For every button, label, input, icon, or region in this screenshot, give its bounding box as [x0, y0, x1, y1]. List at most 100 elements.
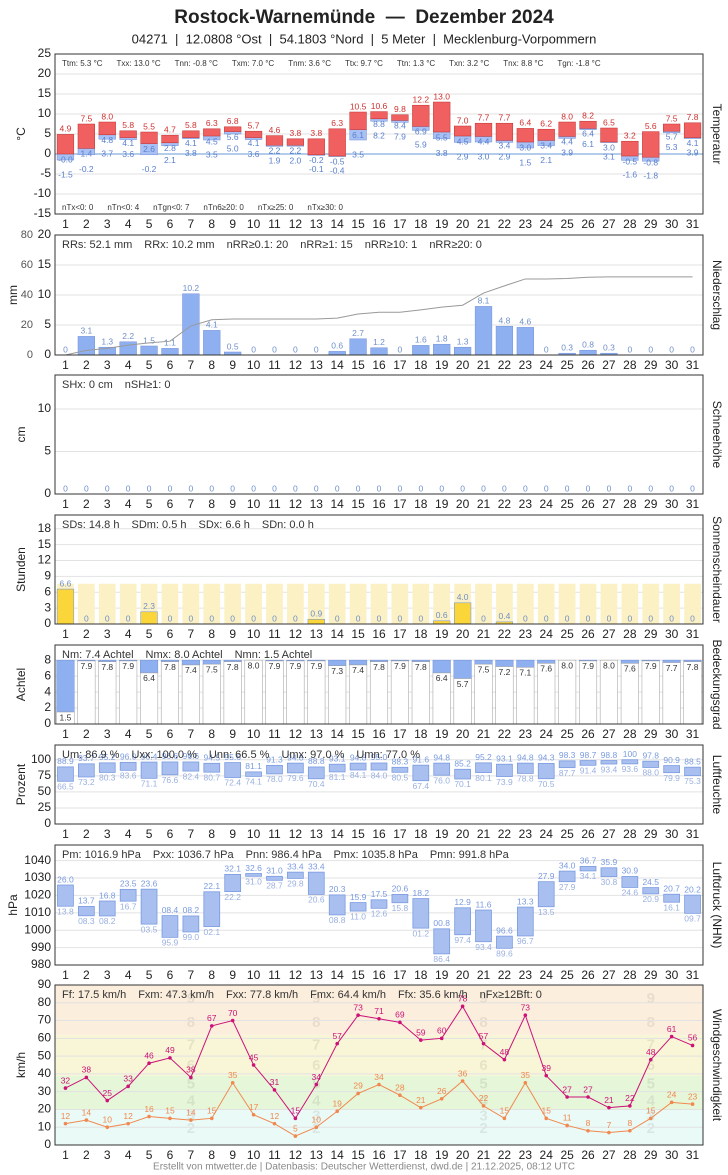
value-label: 0: [627, 344, 632, 354]
value-label: 00.8: [433, 918, 450, 928]
value-label: 2.6: [143, 144, 155, 154]
beaufort-digit: 3: [479, 1108, 487, 1125]
value-label: 4.0: [457, 592, 469, 602]
x-tick-label: 8: [208, 827, 215, 841]
point: [523, 1013, 528, 1018]
value-label: 6.5: [603, 117, 615, 127]
x-tick-label: 26: [581, 827, 595, 841]
point: [523, 1080, 528, 1085]
x-tick-label: 23: [519, 217, 533, 231]
value-label: 96.6: [183, 751, 200, 761]
summary-stat: Pxx: 1036.7 hPa: [153, 849, 235, 861]
summary-stat: SDx: 6.6 h: [199, 519, 250, 531]
y-tick-label: 50: [38, 784, 52, 798]
value-label: 0: [209, 613, 214, 623]
temp-bar-upper: [98, 121, 116, 136]
possible-bar: [516, 583, 534, 624]
x-tick-label: 30: [665, 627, 679, 641]
summary-stat: Tnm: 3.6 °C: [288, 59, 331, 68]
value-label: 3.0: [603, 142, 615, 152]
value-label: 3.1: [603, 151, 615, 161]
value-label: 6.1: [582, 139, 594, 149]
value-label: 73.2: [78, 777, 95, 787]
x-tick-label: 25: [560, 968, 574, 982]
temp-bar-upper: [433, 101, 451, 133]
marks: 6.6 0 0 0 2.3 0 0 0 0 0 0 0 0.9 0 0 0 0 0 0.6 4.0 0 0.4 0 0 0 0 0 0…: [56, 578, 701, 625]
x-tick-label: 27: [602, 827, 616, 841]
value-label: 88.0: [642, 768, 659, 778]
summary-stat: Pmx: 1035.8 hPa: [333, 849, 418, 861]
value-label: 96.6: [162, 751, 179, 761]
summary-stat: nTx<0: 0: [62, 203, 94, 212]
x-tick-label: 24: [540, 968, 554, 982]
x-tick-label: 16: [372, 217, 386, 231]
value-label: 15: [207, 1106, 217, 1116]
x-tick-label: 22: [498, 727, 512, 741]
x-tick-label: 31: [686, 627, 700, 641]
x-tick-label: 8: [208, 968, 215, 982]
y-tick-label: 40: [38, 1066, 52, 1080]
value-label: 2.2: [122, 331, 134, 341]
value-label: 7.0: [457, 115, 469, 125]
beaufort-digit: 3: [312, 1108, 320, 1125]
value-label: 8: [627, 1118, 632, 1128]
value-label: 93.4: [475, 942, 492, 952]
value-label: 7.8: [227, 662, 239, 672]
x-tick-label: 16: [372, 727, 386, 741]
temp-bar-upper: [683, 122, 702, 138]
value-label: 8.0: [101, 111, 113, 121]
value-label: 0: [544, 483, 549, 493]
summary-stat: Tgn: -1.8 °C: [557, 59, 600, 68]
value-label: 11.6: [476, 899, 492, 909]
value-label: 61: [667, 1024, 677, 1034]
x-tick-label: 31: [686, 358, 700, 372]
value-label: 18.2: [413, 888, 430, 898]
beaufort-digit: 8: [647, 1014, 655, 1031]
panel-label: Luftdruck (NHN): [710, 862, 724, 949]
y-tick-label: 60: [38, 1031, 52, 1045]
x-tick-label: 11: [268, 968, 281, 982]
value-label: 0: [565, 483, 570, 493]
x-tick-label: 13: [310, 1148, 324, 1162]
x-tick-label: 7: [188, 358, 195, 372]
temp-bar-upper: [642, 131, 660, 158]
y-tick-label: 5: [44, 126, 51, 140]
value-label: 8.0: [561, 111, 573, 121]
x-tick-label: 30: [665, 727, 679, 741]
y-axis-label: Prozent: [14, 763, 28, 805]
plot-border: [54, 644, 704, 725]
point: [126, 1121, 130, 1126]
value-label: 2.9: [457, 152, 469, 162]
value-label: 8.0: [248, 660, 260, 670]
value-label: 84.0: [371, 770, 388, 780]
possible-bar: [307, 583, 325, 624]
value-label: 0: [690, 613, 695, 623]
possible-bar: [161, 583, 179, 624]
value-label: 7.4: [352, 665, 364, 675]
possible-bar: [391, 583, 409, 624]
x-tick-label: 25: [560, 827, 574, 841]
temp-bar-upper: [286, 138, 304, 146]
value-label: 0: [418, 483, 423, 493]
temp-bar-upper: [558, 121, 576, 137]
temp-bar-upper: [412, 104, 430, 127]
plot-border: [54, 514, 704, 625]
point: [314, 1082, 319, 1087]
y-tick-label: 1010: [24, 905, 51, 919]
value-label: 1.3: [457, 336, 469, 346]
x-tick-label: 12: [289, 727, 303, 741]
value-label: 5.0: [227, 143, 239, 153]
point: [565, 1095, 569, 1099]
value-label: 8.0: [603, 660, 615, 670]
x-tick-label: 10: [247, 627, 261, 641]
value-label: 13.5: [538, 907, 555, 917]
temp-bar-upper: [454, 125, 472, 137]
value-label: 97.4: [454, 935, 471, 945]
value-label: 0: [377, 483, 382, 493]
x-tick-label: 26: [581, 217, 595, 231]
x-tick-label: 2: [83, 968, 90, 982]
y-tick-label: 1040: [24, 853, 51, 867]
point: [502, 1116, 507, 1121]
x-tick-label: 9: [229, 827, 236, 841]
value-label: 12.2: [413, 94, 430, 104]
